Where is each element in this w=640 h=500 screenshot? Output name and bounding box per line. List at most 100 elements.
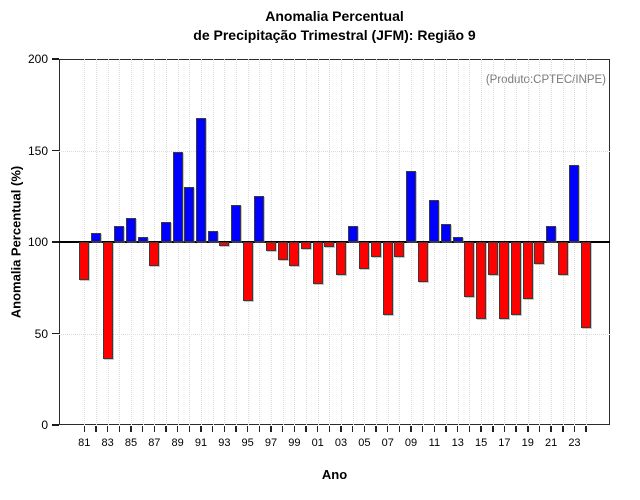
x-axis-tick-label: 05 xyxy=(358,437,371,449)
x-axis-tick-label: 15 xyxy=(474,437,488,449)
x-axis-tick-label: 81 xyxy=(78,437,91,449)
x-axis-tick xyxy=(398,426,401,432)
bar-06 xyxy=(371,242,382,257)
bar-83 xyxy=(102,242,113,360)
bar-03 xyxy=(336,242,347,275)
x-axis-tick-label: 91 xyxy=(194,437,208,449)
bar-15 xyxy=(476,242,487,319)
bar-81 xyxy=(79,242,90,281)
x-axis-tick xyxy=(176,426,179,432)
bar-23 xyxy=(569,165,580,242)
x-axis-label: Ano xyxy=(321,467,348,482)
x-axis-tick xyxy=(316,426,319,432)
y-axis-tick-label: 150 xyxy=(27,143,48,158)
bar-17 xyxy=(499,242,510,319)
x-axis-tick-label: 93 xyxy=(218,437,231,449)
x-axis-tick xyxy=(492,426,494,432)
x-axis-tick xyxy=(340,426,342,432)
bar-21 xyxy=(546,225,557,242)
x-axis-tick-label: 89 xyxy=(171,437,184,449)
x-axis-tick xyxy=(421,426,424,432)
x-axis-tick xyxy=(270,426,272,432)
bar-01 xyxy=(312,242,323,285)
x-axis-tick xyxy=(165,426,167,432)
chart-title-line2: de Precipitação Trimestral (JFM): Região… xyxy=(193,27,476,43)
bar-22 xyxy=(557,242,568,275)
x-axis-tick xyxy=(223,426,226,432)
bar-09 xyxy=(406,170,417,242)
x-axis-tick-label: 21 xyxy=(544,437,558,449)
x-axis-tick xyxy=(328,426,331,432)
bar-20 xyxy=(534,242,545,264)
x-axis-tick-label: 13 xyxy=(451,437,464,449)
bar-96 xyxy=(254,196,265,242)
x-axis-tick xyxy=(106,426,109,432)
bar-12 xyxy=(441,223,452,242)
x-axis-tick-label: 11 xyxy=(428,437,441,449)
x-axis-tick xyxy=(375,426,377,432)
x-axis-tick xyxy=(130,426,132,432)
x-axis-tick xyxy=(188,426,191,432)
x-axis-tick xyxy=(351,426,354,432)
bar-98 xyxy=(277,242,288,261)
x-axis-tick xyxy=(562,426,564,432)
x-axis-tick xyxy=(200,426,202,432)
x-axis-tick xyxy=(118,426,121,432)
x-axis-tick xyxy=(538,426,541,432)
bar-95 xyxy=(242,242,253,301)
x-axis-tick-label: 07 xyxy=(381,437,394,449)
bar-84 xyxy=(114,225,125,242)
x-axis-tick-label: 83 xyxy=(101,437,114,449)
bar-94 xyxy=(231,205,241,242)
x-axis-tick xyxy=(527,426,529,432)
bar-13 xyxy=(452,236,463,242)
bar-11 xyxy=(429,199,440,242)
y-axis-tick-label: 50 xyxy=(34,326,48,341)
x-axis-tick xyxy=(211,426,214,432)
x-axis-tick xyxy=(550,426,552,432)
x-axis-tick xyxy=(468,426,471,432)
x-axis-tick xyxy=(445,426,447,432)
x-axis-tick xyxy=(363,426,366,432)
y-axis-tick xyxy=(52,241,59,243)
bar-86 xyxy=(137,236,148,242)
x-axis-tick-label: 97 xyxy=(264,437,278,449)
x-axis-tick xyxy=(258,426,261,432)
x-axis-tick xyxy=(235,426,237,432)
x-axis-tick-label: 09 xyxy=(404,437,418,449)
y-axis-tick-label: 0 xyxy=(41,418,48,432)
y-axis-tick xyxy=(52,149,59,152)
bar-85 xyxy=(125,218,136,242)
y-axis-tick xyxy=(52,58,59,60)
baseline-100 xyxy=(59,241,610,243)
x-axis-tick xyxy=(503,426,506,432)
bar-07 xyxy=(382,242,393,316)
bar-08 xyxy=(394,242,405,257)
x-axis-tick-label: 19 xyxy=(521,437,534,449)
bar-87 xyxy=(149,242,160,266)
y-axis-tick-label: 200 xyxy=(27,52,48,66)
bar-16 xyxy=(487,242,498,275)
x-axis-tick xyxy=(305,426,307,432)
y-axis-tick xyxy=(52,424,59,426)
x-axis-tick xyxy=(386,426,389,432)
x-axis-tick xyxy=(410,426,412,432)
bar-97 xyxy=(266,242,277,252)
bar-02 xyxy=(324,242,335,248)
x-axis-tick xyxy=(515,426,517,432)
bar-93 xyxy=(219,242,230,246)
x-axis-tick-label: 95 xyxy=(241,437,254,449)
bar-05 xyxy=(359,242,370,270)
chart-title-line1: Anomalia Percentual xyxy=(265,8,404,24)
bar-00 xyxy=(301,242,312,250)
bar-91 xyxy=(196,117,206,242)
x-axis-tick xyxy=(153,426,156,432)
x-axis-tick xyxy=(246,426,249,432)
bar-14 xyxy=(464,242,475,297)
x-axis-tick xyxy=(573,426,576,432)
x-axis-tick xyxy=(456,426,459,432)
x-axis-tick-label: 03 xyxy=(334,437,348,449)
bar-89 xyxy=(172,152,183,242)
x-axis-tick xyxy=(585,426,587,432)
